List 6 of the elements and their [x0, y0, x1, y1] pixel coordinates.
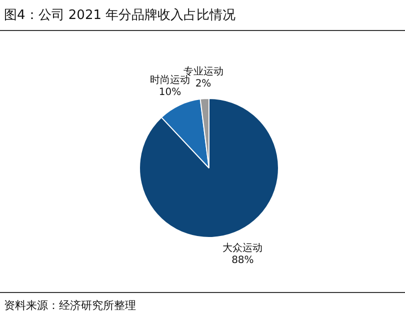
data-label: 10% — [158, 87, 182, 98]
text: 资料来源：经济研究所整理 — [4, 298, 136, 313]
chart-title: 图4：公司 2021 年分品牌收入占比情况 — [4, 7, 236, 24]
data-label: 2% — [195, 78, 212, 90]
data-label: 88% — [232, 255, 254, 266]
slice-label: 大众运动 — [222, 242, 263, 254]
